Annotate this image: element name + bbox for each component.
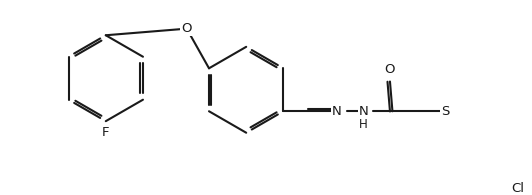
Text: N: N	[332, 105, 342, 118]
Text: O: O	[385, 63, 395, 76]
Text: S: S	[441, 105, 450, 118]
Text: N: N	[359, 105, 368, 118]
Text: Cl: Cl	[511, 182, 525, 195]
Text: O: O	[181, 22, 192, 35]
Text: H: H	[359, 118, 368, 131]
Text: F: F	[102, 126, 110, 139]
